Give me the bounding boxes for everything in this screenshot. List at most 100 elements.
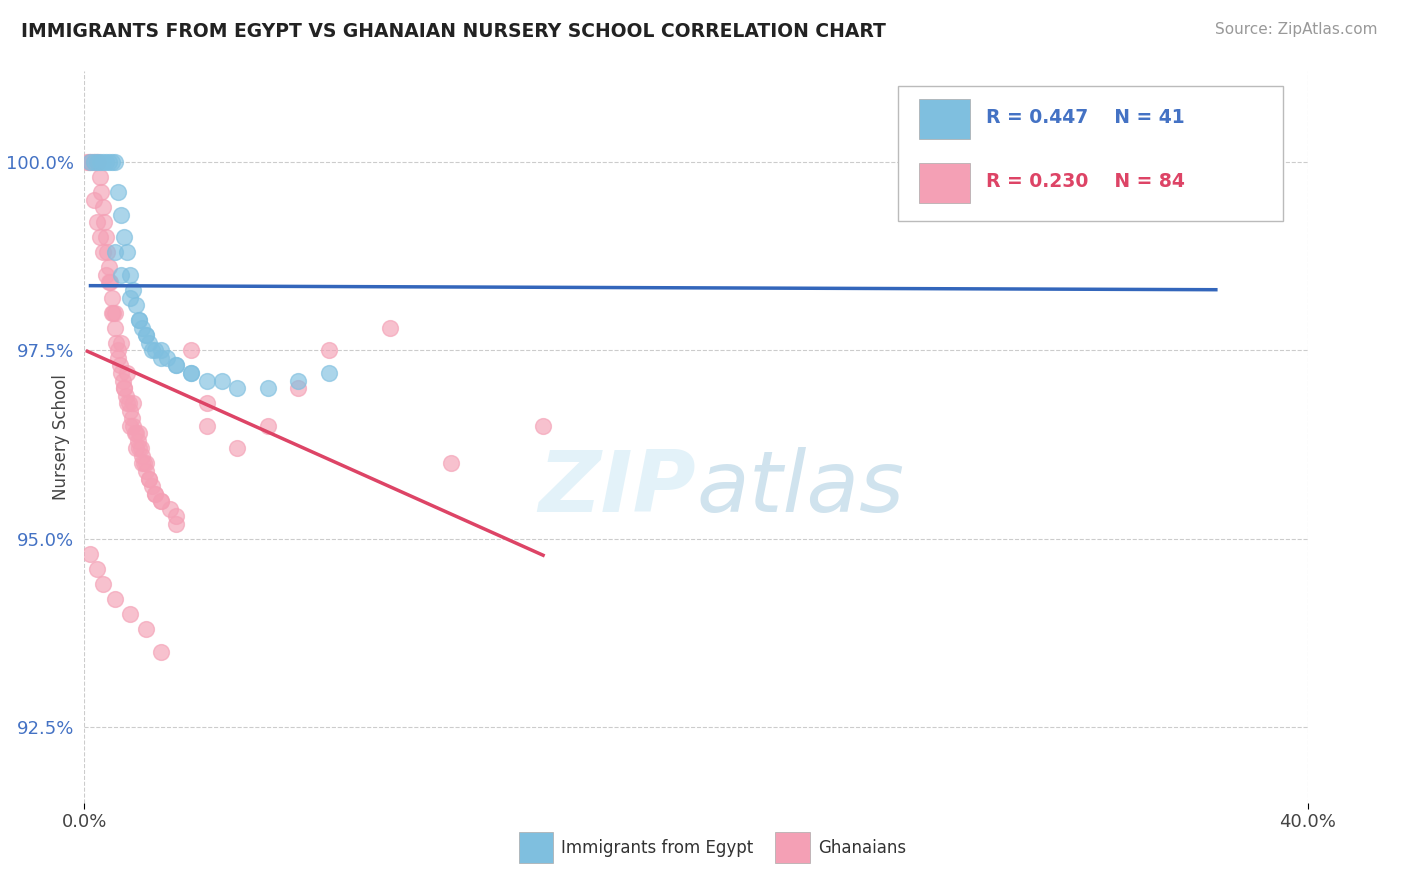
Point: [149, 494, 172, 508]
Text: atlas: atlas: [696, 447, 904, 530]
FancyBboxPatch shape: [898, 86, 1284, 221]
Point: [79, 154, 101, 169]
Point: [110, 208, 132, 222]
Point: [124, 426, 146, 441]
Point: [128, 442, 150, 456]
Point: [94, 154, 117, 169]
Point: [93, 215, 115, 229]
Point: [120, 268, 142, 282]
Point: [195, 374, 218, 388]
Point: [226, 381, 249, 395]
Point: [112, 230, 135, 244]
Point: [111, 374, 134, 388]
Point: [125, 426, 148, 441]
Point: [1205, 154, 1227, 169]
Point: [79, 154, 101, 169]
FancyBboxPatch shape: [918, 163, 970, 203]
Point: [101, 154, 124, 169]
Point: [131, 457, 153, 471]
Point: [138, 335, 160, 350]
Point: [226, 442, 249, 456]
Point: [165, 509, 187, 524]
FancyBboxPatch shape: [519, 832, 553, 863]
Point: [107, 343, 129, 358]
Point: [128, 313, 150, 327]
Point: [131, 320, 153, 334]
Point: [115, 245, 138, 260]
Point: [104, 154, 127, 169]
Point: [101, 291, 124, 305]
Point: [83, 193, 105, 207]
Point: [86, 154, 108, 169]
Point: [318, 366, 340, 380]
Point: [104, 592, 127, 607]
Point: [104, 245, 127, 260]
Point: [122, 418, 145, 433]
Point: [138, 471, 160, 485]
Point: [110, 335, 132, 350]
Point: [91, 154, 114, 169]
Point: [149, 343, 172, 358]
Point: [89, 154, 111, 169]
Point: [127, 434, 149, 448]
Point: [143, 486, 166, 500]
Text: IMMIGRANTS FROM EGYPT VS GHANAIAN NURSERY SCHOOL CORRELATION CHART: IMMIGRANTS FROM EGYPT VS GHANAIAN NURSER…: [21, 22, 886, 41]
Point: [122, 396, 145, 410]
Point: [195, 396, 218, 410]
Text: ZIP: ZIP: [538, 447, 696, 530]
Point: [120, 291, 142, 305]
Point: [110, 268, 132, 282]
Point: [159, 501, 181, 516]
Point: [84, 154, 107, 169]
Text: Source: ZipAtlas.com: Source: ZipAtlas.com: [1215, 22, 1378, 37]
Point: [110, 366, 132, 380]
Point: [135, 328, 157, 343]
Point: [287, 374, 309, 388]
Point: [77, 154, 100, 169]
Point: [91, 577, 114, 591]
Point: [129, 442, 152, 456]
Point: [180, 366, 202, 380]
Point: [101, 306, 124, 320]
Point: [105, 335, 128, 350]
Point: [125, 298, 148, 312]
Point: [211, 374, 233, 388]
Point: [318, 343, 340, 358]
Point: [165, 359, 187, 373]
Point: [180, 343, 202, 358]
Point: [132, 457, 155, 471]
Point: [94, 268, 117, 282]
Point: [83, 154, 105, 169]
FancyBboxPatch shape: [918, 99, 970, 139]
Point: [79, 547, 101, 561]
Point: [165, 359, 187, 373]
Point: [104, 306, 127, 320]
Point: [103, 306, 125, 320]
Point: [141, 343, 163, 358]
Point: [135, 328, 157, 343]
Point: [257, 418, 280, 433]
Point: [380, 320, 402, 334]
Point: [121, 411, 143, 425]
Text: R = 0.230    N = 84: R = 0.230 N = 84: [986, 171, 1185, 191]
Point: [97, 276, 120, 290]
Point: [165, 516, 187, 531]
Point: [122, 283, 145, 297]
Point: [80, 154, 103, 169]
Point: [83, 154, 105, 169]
Point: [120, 418, 142, 433]
Point: [143, 343, 166, 358]
Point: [86, 562, 108, 576]
Point: [91, 200, 114, 214]
Point: [108, 359, 131, 373]
Point: [76, 154, 98, 169]
Point: [156, 351, 179, 365]
Point: [180, 366, 202, 380]
Point: [135, 457, 157, 471]
Point: [89, 230, 111, 244]
Point: [86, 215, 108, 229]
Point: [257, 381, 280, 395]
Point: [128, 313, 150, 327]
Point: [97, 260, 120, 275]
Point: [115, 366, 138, 380]
